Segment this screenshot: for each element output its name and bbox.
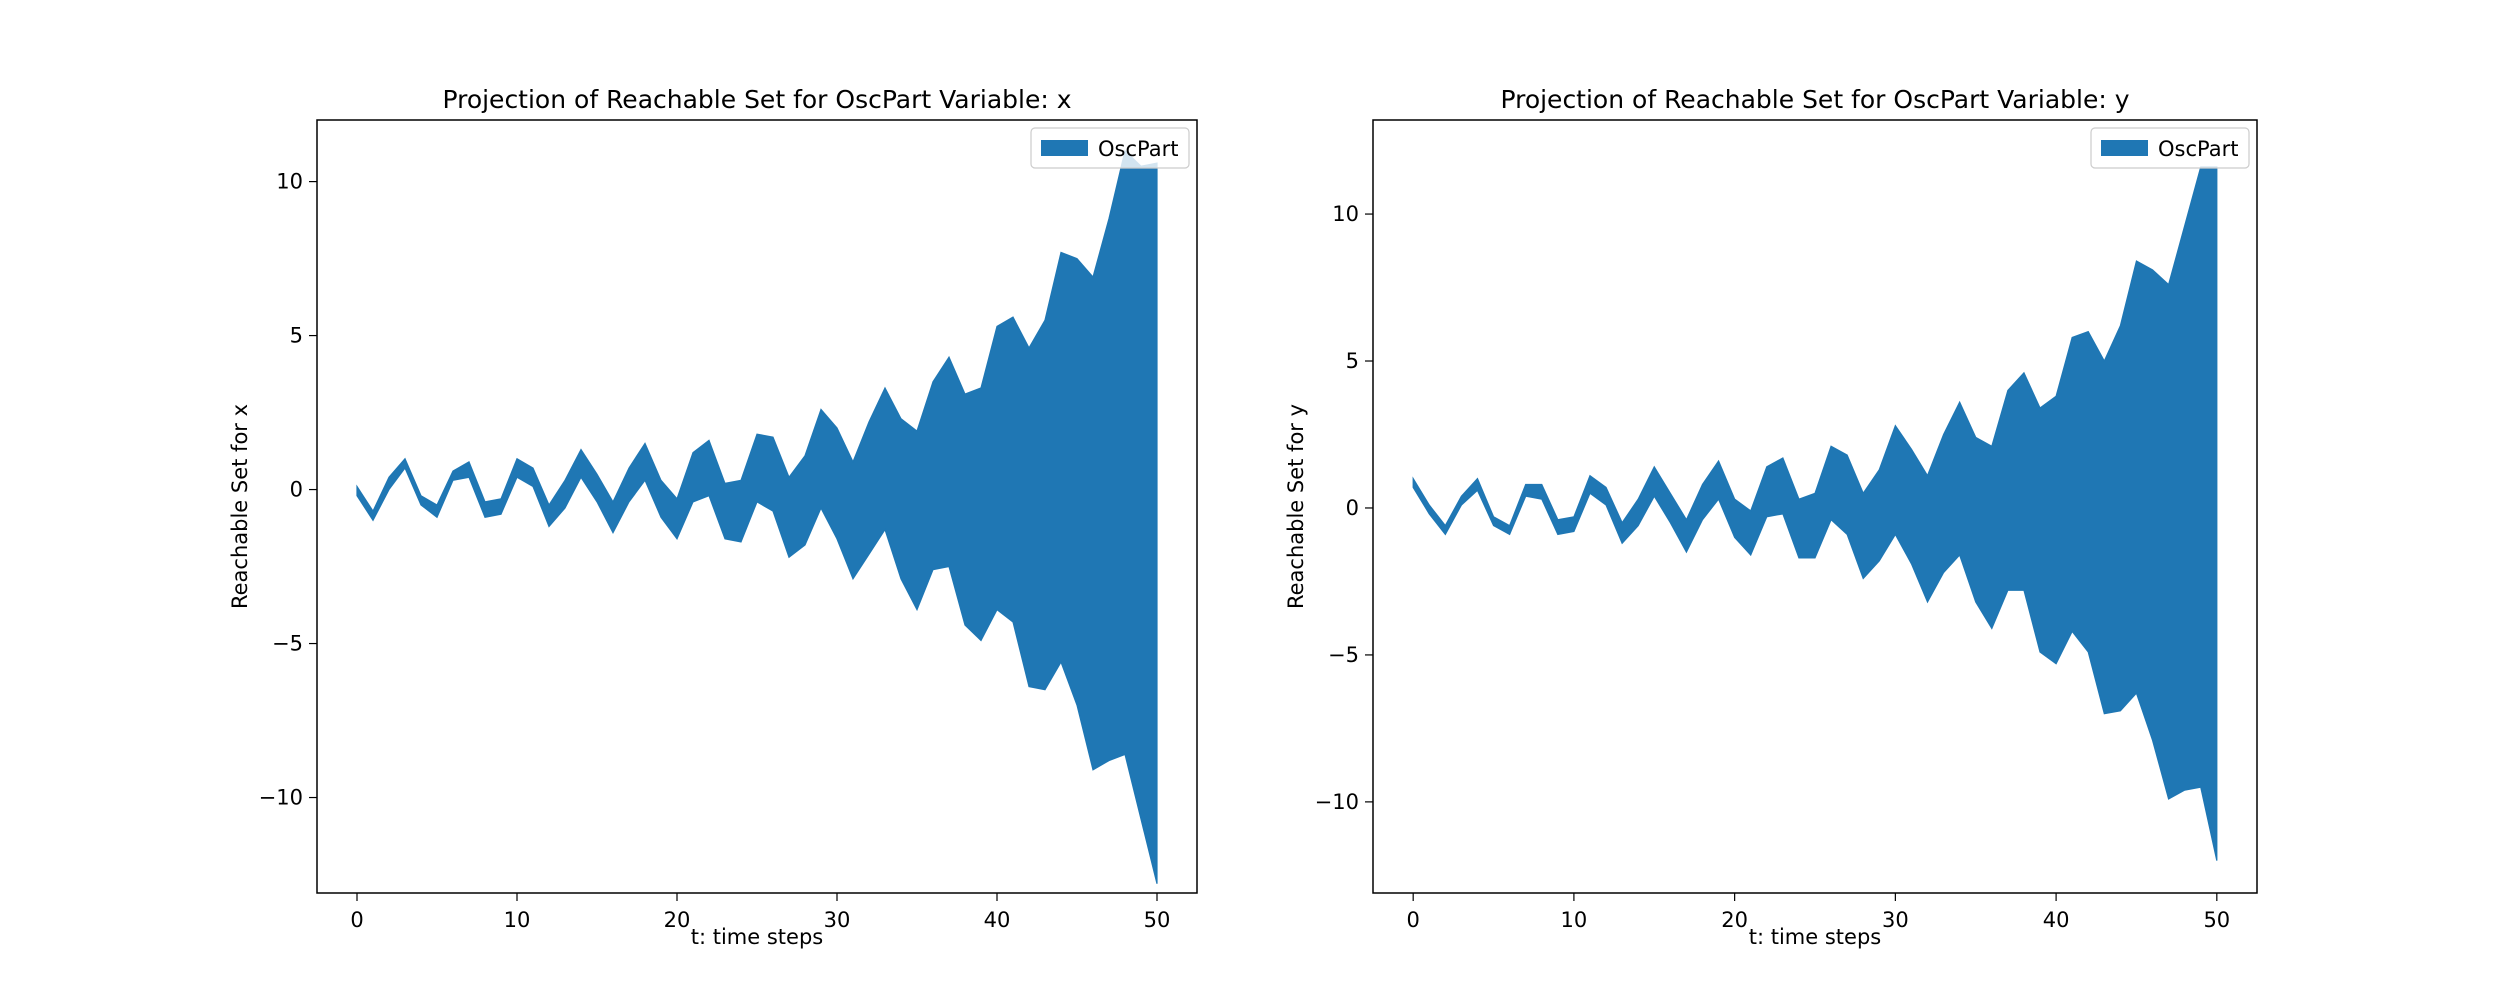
legend-box xyxy=(1030,127,1190,169)
chart-title: Projection of Reachable Set for OscPart … xyxy=(1500,85,2129,114)
legend-swatch xyxy=(2101,140,2148,156)
chart-panel-2: 0 10 20 30 40 50 −10 −5 0 5 10 Projection of Reacha… xyxy=(1284,85,2258,949)
x-tick-label: 20 xyxy=(1721,908,1748,932)
x-tick-label: 50 xyxy=(2203,908,2230,932)
reachable-set-band-1 xyxy=(356,149,1158,884)
x-tick-label: 30 xyxy=(824,908,851,932)
x-tick-label: 40 xyxy=(984,908,1011,932)
legend: OscPart xyxy=(2090,127,2250,169)
x-tick-label: 50 xyxy=(1144,908,1171,932)
reachable-set-band-1 xyxy=(1412,166,2218,861)
y-tick-label: −10 xyxy=(1315,790,1359,814)
y-axis-label: Reachable Set for x xyxy=(228,404,252,609)
y-tick-label: 5 xyxy=(290,324,303,348)
y-tick-label: 0 xyxy=(290,478,303,502)
legend-box xyxy=(2090,127,2250,169)
y-tick-label: 10 xyxy=(1332,202,1359,226)
y-tick-label: 10 xyxy=(276,170,303,194)
y-tick-label: −5 xyxy=(272,632,303,656)
x-tick-label: 10 xyxy=(1561,908,1588,932)
y-tick-label: −5 xyxy=(1328,643,1359,667)
y-axis-label: Reachable Set for y xyxy=(1284,404,1308,609)
legend: OscPart xyxy=(1030,127,1190,169)
chart-title: Projection of Reachable Set for OscPart … xyxy=(442,85,1071,114)
x-tick-label: 30 xyxy=(1882,908,1909,932)
axes-frame xyxy=(316,119,1198,894)
legend-label: OscPart xyxy=(2158,137,2238,161)
y-tick-label: −10 xyxy=(259,786,303,810)
x-tick-label: 20 xyxy=(664,908,691,932)
axes-frame xyxy=(1372,119,2258,894)
legend-swatch xyxy=(1041,140,1088,156)
x-axis-label: t: time steps xyxy=(1749,925,1881,949)
x-tick-label: 0 xyxy=(350,908,363,932)
y-tick-label: 5 xyxy=(1346,349,1359,373)
y-tick-label: 0 xyxy=(1346,496,1359,520)
x-axis-label: t: time steps xyxy=(691,925,823,949)
x-tick-label: 10 xyxy=(504,908,531,932)
legend-label: OscPart xyxy=(1098,137,1178,161)
x-tick-label: 40 xyxy=(2043,908,2070,932)
chart-panel-1: 0 10 20 30 40 50 −10 −5 0 5 10 Projection of Reacha… xyxy=(228,85,1198,949)
x-tick-label: 0 xyxy=(1406,908,1419,932)
